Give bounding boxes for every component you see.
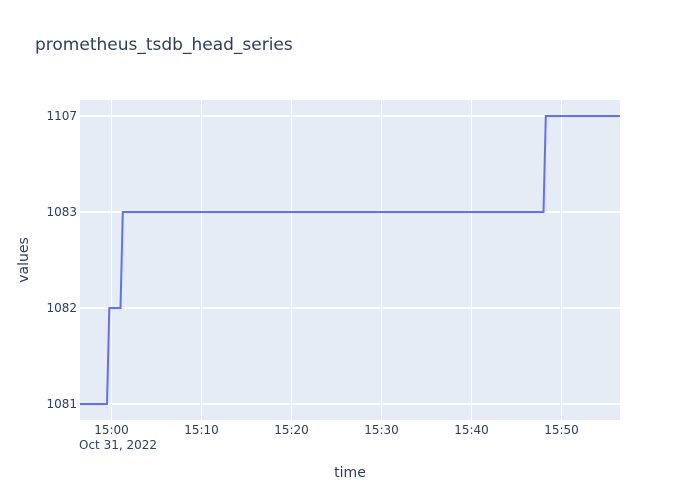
x-tick-labels: 15:00 15:10 15:20 15:30 15:40 15:50 bbox=[94, 423, 579, 437]
y-tick-labels: 1081 1082 1083 1107 bbox=[46, 109, 77, 411]
y-tick-label: 1083 bbox=[46, 205, 77, 219]
x-axis-title: time bbox=[334, 465, 366, 481]
y-tick-label: 1082 bbox=[46, 301, 77, 315]
y-tick-label: 1107 bbox=[46, 109, 77, 123]
x-tick-label: 15:10 bbox=[184, 423, 219, 437]
x-tick-label: 15:30 bbox=[364, 423, 399, 437]
y-tick-label: 1081 bbox=[46, 397, 77, 411]
x-gridlines bbox=[111, 100, 562, 420]
plot-area bbox=[80, 100, 620, 420]
x-tick-label: 15:50 bbox=[544, 423, 579, 437]
x-tick-label: 15:40 bbox=[454, 423, 489, 437]
y-axis-title: values bbox=[16, 237, 32, 283]
series-line bbox=[80, 115, 620, 405]
x-tick-label: 15:20 bbox=[274, 423, 309, 437]
x-tick-label: 15:00 bbox=[94, 423, 129, 437]
chart-title: prometheus_tsdb_head_series bbox=[35, 35, 293, 55]
x-date-label: Oct 31, 2022 bbox=[79, 438, 157, 452]
